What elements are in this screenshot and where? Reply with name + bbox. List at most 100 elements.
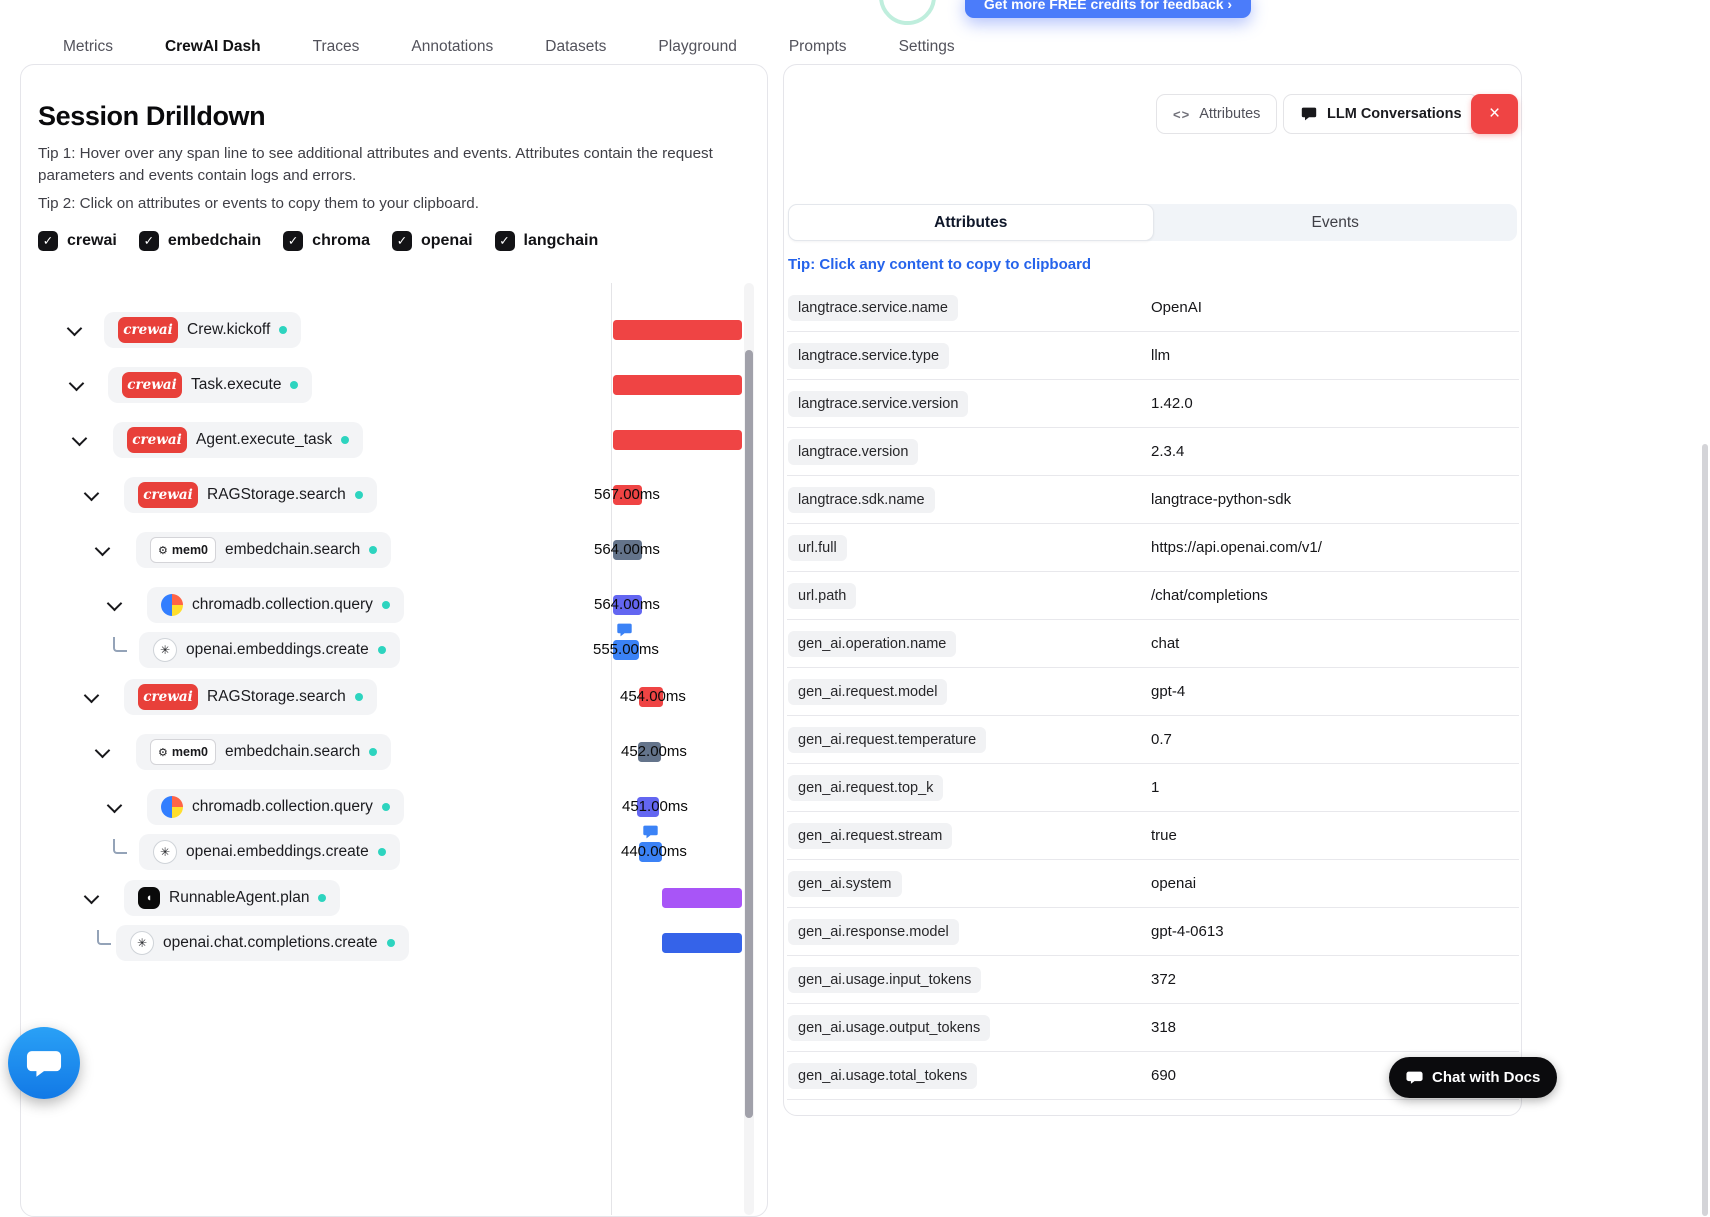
attribute-value[interactable]: 318 [1151, 1019, 1177, 1036]
attribute-row[interactable]: langtrace.version 2.3.4 [787, 428, 1519, 476]
attribute-key[interactable]: gen_ai.usage.total_tokens [788, 1062, 978, 1089]
scrollbar-thumb[interactable] [745, 350, 753, 1118]
span-pill[interactable]: ◖ RunnableAgent.plan [124, 880, 341, 916]
attribute-row[interactable]: gen_ai.response.model gpt-4-0613 [787, 908, 1519, 956]
chevron-down-icon[interactable] [71, 430, 88, 447]
attribute-row[interactable]: gen_ai.usage.input_tokens 372 [787, 956, 1519, 1004]
attribute-key[interactable]: gen_ai.usage.input_tokens [788, 966, 982, 993]
chevron-down-icon[interactable] [83, 485, 100, 502]
span-row[interactable]: ✳ openai.embeddings.create 440.00ms [21, 825, 767, 872]
attribute-value[interactable]: true [1151, 827, 1177, 844]
span-pill[interactable]: crewai Task.execute [108, 367, 313, 403]
attribute-row[interactable]: langtrace.service.type llm [787, 332, 1519, 380]
page-scrollbar[interactable] [1702, 444, 1708, 1216]
tab-attributes[interactable]: Attributes [788, 204, 1154, 241]
chevron-down-icon[interactable] [83, 888, 100, 905]
span-pill[interactable]: chromadb.collection.query [147, 587, 404, 623]
attribute-row[interactable]: gen_ai.request.temperature 0.7 [787, 716, 1519, 764]
filter-langchain[interactable]: ✓ langchain [494, 231, 598, 251]
span-row[interactable]: ✳ openai.embeddings.create 555.00ms [21, 623, 767, 670]
span-pill[interactable]: crewai Crew.kickoff [104, 312, 302, 348]
span-row[interactable]: crewai RAGStorage.search 567.00ms [21, 475, 767, 515]
attribute-value[interactable]: 372 [1151, 971, 1177, 988]
chevron-down-icon[interactable] [94, 742, 111, 759]
chevron-down-icon[interactable] [83, 687, 100, 704]
attribute-key[interactable]: gen_ai.usage.output_tokens [788, 1014, 991, 1041]
attribute-row[interactable]: langtrace.service.name OpenAI [787, 284, 1519, 332]
attributes-button[interactable]: <> Attributes [1156, 94, 1278, 134]
tab-settings[interactable]: Settings [898, 38, 955, 55]
attribute-value[interactable]: 1 [1151, 779, 1160, 796]
attribute-value[interactable]: chat [1151, 635, 1180, 652]
span-row[interactable]: ✳ openai.chat.completions.create [21, 923, 767, 963]
chat-launcher-button[interactable] [8, 1027, 80, 1099]
attribute-row[interactable]: gen_ai.operation.name chat [787, 620, 1519, 668]
attribute-row[interactable]: gen_ai.request.model gpt-4 [787, 668, 1519, 716]
filter-embedchain[interactable]: ✓ embedchain [138, 231, 261, 251]
chat-with-docs-button[interactable]: Chat with Docs [1389, 1057, 1558, 1098]
attribute-key[interactable]: langtrace.version [788, 438, 919, 465]
attribute-row[interactable]: gen_ai.system openai [787, 860, 1519, 908]
span-bar[interactable] [613, 485, 642, 505]
attribute-key[interactable]: gen_ai.operation.name [788, 630, 957, 657]
attribute-value[interactable]: gpt-4-0613 [1151, 923, 1224, 940]
filter-crewai[interactable]: ✓ crewai [38, 231, 117, 251]
attribute-row[interactable]: langtrace.sdk.name langtrace-python-sdk [787, 476, 1519, 524]
span-row[interactable]: ⚙ mem0 embedchain.search 452.00ms [21, 732, 767, 772]
span-bar[interactable] [639, 842, 662, 862]
span-pill[interactable]: ⚙ mem0 embedchain.search [136, 734, 392, 770]
close-button[interactable]: × [1471, 94, 1518, 134]
attribute-key[interactable]: gen_ai.system [788, 870, 902, 897]
tab-playground[interactable]: Playground [658, 38, 737, 55]
chevron-down-icon[interactable] [66, 320, 83, 337]
tab-datasets[interactable]: Datasets [545, 38, 607, 55]
chevron-down-icon[interactable] [94, 540, 111, 557]
attribute-value[interactable]: 1.42.0 [1151, 395, 1193, 412]
attribute-key[interactable]: langtrace.sdk.name [788, 486, 935, 513]
attribute-value[interactable]: gpt-4 [1151, 683, 1186, 700]
tab-traces[interactable]: Traces [312, 38, 360, 55]
span-pill[interactable]: crewai RAGStorage.search [124, 679, 377, 715]
chevron-down-icon[interactable] [106, 797, 123, 814]
span-bar[interactable] [613, 320, 742, 340]
span-bar[interactable] [637, 797, 659, 817]
attribute-row[interactable]: gen_ai.request.stream true [787, 812, 1519, 860]
attribute-value[interactable]: openai [1151, 875, 1197, 892]
attribute-key[interactable]: gen_ai.response.model [788, 918, 959, 945]
attribute-row[interactable]: url.path/chat/completions [787, 572, 1519, 620]
attribute-row[interactable]: gen_ai.usage.total_tokens 690 [787, 1052, 1519, 1100]
span-bar[interactable] [613, 640, 639, 660]
attribute-row[interactable]: gen_ai.usage.output_tokens 318 [787, 1004, 1519, 1052]
llm-conversations-button[interactable]: LLM Conversations [1283, 94, 1479, 134]
span-bar[interactable] [613, 430, 742, 450]
avatar[interactable] [879, 0, 936, 25]
span-bar[interactable] [639, 687, 663, 707]
tab-annotations[interactable]: Annotations [411, 38, 494, 55]
span-pill[interactable]: ⚙ mem0 embedchain.search [136, 532, 392, 568]
span-row[interactable]: chromadb.collection.query 564.00ms [21, 585, 767, 625]
attribute-row[interactable]: gen_ai.request.top_k 1 [787, 764, 1519, 812]
span-row[interactable]: ◖ RunnableAgent.plan [21, 878, 767, 918]
span-bar[interactable] [613, 540, 642, 560]
span-pill[interactable]: crewai RAGStorage.search [124, 477, 377, 513]
attribute-value[interactable]: 2.3.4 [1151, 443, 1185, 460]
tab-crewai-dash[interactable]: CrewAI Dash [143, 38, 283, 69]
span-bar[interactable] [613, 375, 742, 395]
attribute-value[interactable]: llm [1151, 347, 1171, 364]
attribute-row[interactable]: langtrace.service.version 1.42.0 [787, 380, 1519, 428]
checkbox-chroma[interactable]: ✓ [283, 231, 304, 251]
attribute-value[interactable]: 690 [1151, 1067, 1177, 1084]
span-bar[interactable] [638, 742, 661, 762]
attribute-value[interactable]: langtrace-python-sdk [1151, 491, 1292, 508]
attribute-value[interactable]: OpenAI [1151, 299, 1202, 316]
copy-tip-link[interactable]: Tip: Click any content to copy to clipbo… [788, 256, 1092, 273]
checkbox-embedchain[interactable]: ✓ [138, 231, 159, 251]
span-pill[interactable]: ✳ openai.embeddings.create [139, 834, 400, 870]
attribute-key[interactable]: gen_ai.request.stream [788, 822, 953, 849]
attribute-key[interactable]: url.path [788, 582, 857, 609]
span-row[interactable]: chromadb.collection.query 451.00ms [21, 787, 767, 827]
filter-openai[interactable]: ✓ openai [391, 231, 473, 251]
span-row[interactable]: crewai Agent.execute_task [21, 420, 767, 460]
attribute-key[interactable]: url.full [788, 534, 847, 561]
attribute-key[interactable]: langtrace.service.name [788, 294, 958, 321]
